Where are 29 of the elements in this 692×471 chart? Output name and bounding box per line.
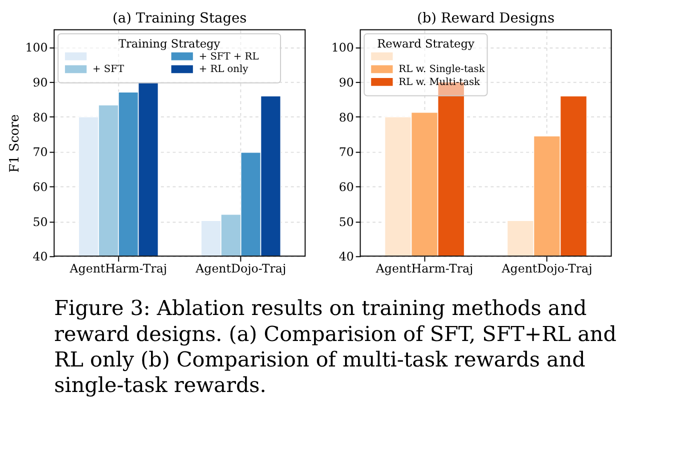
- y-tick-label: 50: [338, 214, 354, 229]
- y-tick-label: 60: [338, 180, 354, 194]
- chart-title: (a) Training Stages: [112, 10, 247, 26]
- y-tick-label: 80: [338, 110, 354, 124]
- y-tick-label: 100: [25, 40, 48, 55]
- legend-label: + RL only: [198, 64, 249, 76]
- x-tick-label: AgentHarm-Traj: [374, 261, 474, 276]
- y-tick-label: 40: [32, 250, 48, 264]
- y-axis-title: F1 Score: [7, 114, 22, 173]
- y-tick-label: 80: [32, 110, 48, 124]
- x-tick-label: AgentDojo-Traj: [194, 261, 286, 276]
- x-tick-label: AgentDojo-Traj: [500, 261, 592, 276]
- y-tick-label: 70: [338, 145, 354, 160]
- y-tick-label: 90: [32, 75, 48, 90]
- chart-title: (b) Reward Designs: [416, 10, 555, 26]
- x-tick-label: AgentHarm-Traj: [68, 261, 168, 276]
- legend-label: RL w. Single-task: [398, 64, 486, 76]
- y-tick-label: 90: [338, 75, 354, 90]
- y-tick-label: 40: [338, 250, 354, 264]
- legend-label: RL w. Multi-task: [398, 76, 482, 88]
- y-tick-label: 50: [32, 214, 48, 229]
- caption: Figure 3: Ablation results on training methods and reward designs. (a) Comparision of SFT, SFT+RL and RL only (b) Comparision of multi-task rewards and single-task rewards.: [54, 296, 616, 398]
- legend-title: Reward Strategy: [377, 36, 475, 50]
- y-tick-label: 70: [32, 145, 48, 160]
- legend-label: + SFT: [92, 64, 124, 76]
- y-tick-label: 60: [32, 180, 48, 194]
- legend-label: + SFT + RL: [198, 51, 260, 62]
- y-tick-label: 100: [331, 40, 354, 55]
- legend-title: Training Strategy: [118, 36, 221, 50]
